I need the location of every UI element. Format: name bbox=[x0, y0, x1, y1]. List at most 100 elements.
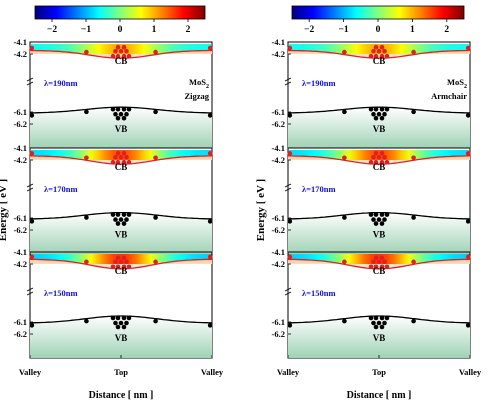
panel-1: CB VB λ=190nm -4.1 -4.2 -6.1 -6.2 bbox=[272, 37, 471, 149]
y-tick-label: -4.2 bbox=[272, 49, 285, 59]
vb-dot bbox=[371, 320, 376, 326]
axis-break bbox=[26, 183, 34, 192]
colorbar-tick-label: −1 bbox=[81, 25, 91, 35]
axis-break bbox=[284, 77, 292, 86]
cb-dot bbox=[373, 44, 379, 50]
vb-dot bbox=[287, 113, 293, 118]
axis-break bbox=[26, 77, 34, 86]
cb-dot bbox=[124, 48, 129, 54]
vb-dot bbox=[368, 315, 374, 321]
cb-dot bbox=[368, 53, 374, 59]
wavelength-label: λ=170nm bbox=[44, 184, 78, 194]
cb-dot bbox=[115, 264, 121, 270]
cb-label: CB bbox=[115, 162, 128, 172]
vb-dot bbox=[379, 324, 385, 330]
vb-dot bbox=[411, 215, 416, 220]
vb-label: VB bbox=[373, 333, 386, 343]
vb-dot bbox=[368, 212, 374, 217]
vb-dot bbox=[113, 111, 118, 117]
vb-dot bbox=[118, 217, 124, 222]
colorbar-tick-label: 2 bbox=[444, 25, 449, 35]
wavelength-label: λ=150nm bbox=[44, 288, 78, 298]
cb-dot bbox=[368, 159, 374, 165]
cb-dot bbox=[411, 155, 416, 161]
cb-dot bbox=[376, 154, 382, 160]
y-tick-label: -6.2 bbox=[14, 329, 27, 339]
vb-dot bbox=[373, 106, 379, 112]
colorbar-tick-label: 2 bbox=[186, 25, 191, 35]
vb-dot bbox=[465, 323, 471, 328]
vb-dot bbox=[342, 215, 347, 220]
cb-dot bbox=[110, 53, 116, 59]
cb-dot bbox=[379, 53, 385, 59]
cb-dot bbox=[382, 259, 387, 265]
cb-dot bbox=[118, 154, 124, 160]
vb-dot bbox=[113, 217, 118, 222]
colorbar-tick-label: 0 bbox=[118, 25, 123, 35]
cb-dot bbox=[118, 259, 124, 265]
y-tick-label: -4.1 bbox=[272, 247, 285, 257]
axis-break bbox=[26, 287, 34, 296]
cb-dot bbox=[115, 53, 121, 59]
y-tick-label: -4.1 bbox=[14, 247, 27, 257]
y-tick-label: -4.2 bbox=[14, 155, 27, 165]
y-tick-label: -6.2 bbox=[272, 225, 285, 235]
y-tick-label: -6.2 bbox=[272, 119, 285, 129]
cb-dot bbox=[384, 159, 390, 165]
cb-dot bbox=[379, 255, 385, 261]
vb-dot bbox=[379, 106, 385, 112]
y-tick-label: -4.2 bbox=[14, 259, 27, 269]
vb-dot bbox=[207, 219, 213, 224]
x-tick-label: Valley bbox=[19, 367, 42, 377]
axis-break bbox=[284, 183, 292, 192]
vb-curve bbox=[29, 211, 213, 220]
wavelength-label: λ=190nm bbox=[44, 78, 78, 88]
cb-dot bbox=[465, 254, 471, 260]
vb-curve bbox=[288, 106, 470, 114]
cb-dot bbox=[373, 159, 379, 165]
vb-dot bbox=[153, 109, 158, 115]
cb-dot bbox=[113, 154, 118, 160]
material-label: MoS2 bbox=[189, 77, 209, 90]
y-tick-label: -6.2 bbox=[14, 119, 27, 129]
vb-dot bbox=[115, 212, 121, 217]
vb-dot bbox=[384, 106, 390, 112]
vb-dot bbox=[207, 113, 213, 118]
cb-fill bbox=[288, 155, 470, 165]
colorbar-tick-label: 0 bbox=[376, 25, 381, 35]
y-axis-label: Energy [ eV ] bbox=[0, 179, 9, 241]
chart-zigzag: −2 −1 0 1 2 CB VB λ=190nm -4.1 -4.2 -6.1 -6.2 CB VB λ=… bbox=[0, 5, 224, 401]
vb-dot bbox=[126, 106, 132, 112]
x-axis-label: Distance [ nm ] bbox=[89, 390, 154, 401]
vb-dot bbox=[153, 318, 158, 324]
colorbar-tick-label: 1 bbox=[410, 25, 415, 35]
material-label: MoS2 bbox=[447, 77, 467, 90]
y-tick-label: -6.1 bbox=[14, 107, 27, 117]
vb-dot bbox=[382, 320, 387, 326]
cb-dot bbox=[118, 48, 124, 54]
vb-dot bbox=[121, 115, 127, 121]
panel-2: CB VB λ=170nm -4.1 -4.2 -6.1 -6.2 bbox=[272, 143, 471, 255]
y-tick-label: -4.1 bbox=[14, 143, 27, 153]
cb-dot bbox=[115, 44, 121, 50]
vb-fill bbox=[288, 212, 470, 254]
vb-dot bbox=[84, 109, 89, 115]
cb-dot bbox=[384, 264, 390, 270]
cb-dot bbox=[153, 155, 158, 161]
vb-curve bbox=[29, 315, 213, 324]
vb-dot bbox=[124, 217, 129, 222]
cb-dot bbox=[121, 255, 127, 261]
vb-dot bbox=[384, 212, 390, 217]
cb-label: CB bbox=[373, 266, 386, 276]
vb-fill bbox=[288, 107, 470, 148]
cb-dot bbox=[207, 151, 213, 156]
panel-2: CB VB λ=170nm -4.1 -4.2 -6.1 -6.2 bbox=[14, 143, 213, 255]
cb-curve bbox=[288, 155, 470, 165]
vb-curve bbox=[30, 106, 212, 114]
vb-curve bbox=[287, 211, 471, 220]
cb-dot bbox=[371, 154, 376, 160]
y-axis-label: Energy [ eV ] bbox=[255, 179, 267, 241]
vb-dot bbox=[379, 212, 385, 217]
intensity-strip bbox=[289, 254, 469, 264]
cb-dot bbox=[371, 259, 376, 265]
